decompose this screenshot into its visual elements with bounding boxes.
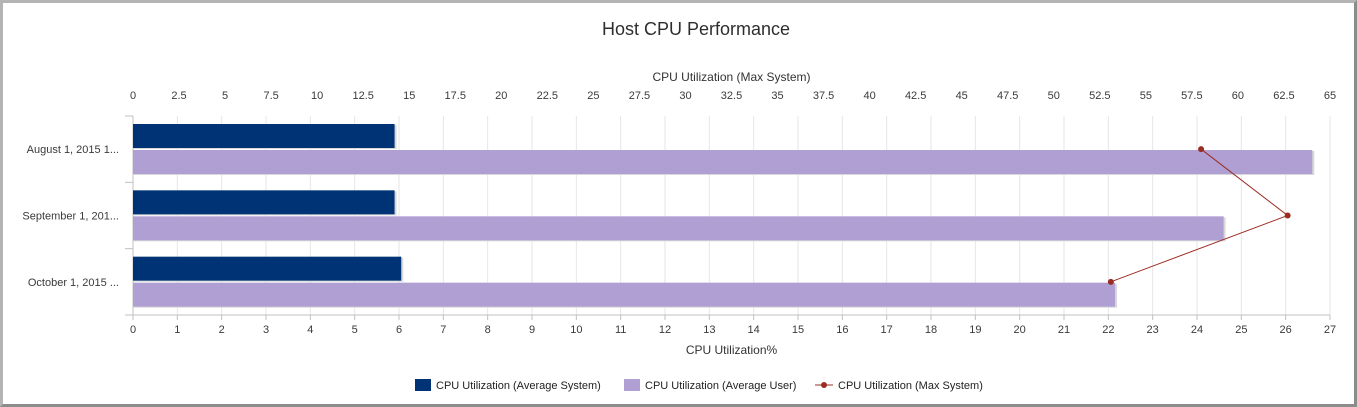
x-top-tick-label: 15 xyxy=(403,90,415,102)
x-top-tick-label: 37.5 xyxy=(813,90,834,102)
legend-swatch-avg-system xyxy=(415,379,431,391)
legend-marker-max-system xyxy=(821,382,827,388)
x-bottom-tick-label: 7 xyxy=(440,324,446,336)
category-label: September 1, 201... xyxy=(22,211,119,223)
x-top-tick-label: 40 xyxy=(863,90,875,102)
x-bottom-tick-label: 9 xyxy=(529,324,535,336)
x-bottom-tick-label: 25 xyxy=(1235,324,1247,336)
point-max-system xyxy=(1284,212,1291,219)
chart-title: Host CPU Performance xyxy=(602,19,790,39)
x-top-tick-label: 2.5 xyxy=(171,90,186,102)
x-top-tick-label: 10 xyxy=(311,90,323,102)
x-bottom-tick-label: 12 xyxy=(659,324,671,336)
x-top-tick-label: 30 xyxy=(679,90,691,102)
legend-label-avg-system: CPU Utilization (Average System) xyxy=(436,380,601,392)
x-bottom-tick-label: 18 xyxy=(925,324,937,336)
x-top-tick-label: 57.5 xyxy=(1181,90,1202,102)
x-top-tick-label: 20 xyxy=(495,90,507,102)
x-bottom-tick-label: 2 xyxy=(219,324,225,336)
bar-avg-system xyxy=(133,124,395,148)
x-top-tick-label: 0 xyxy=(130,90,136,102)
legend-label-max-system: CPU Utilization (Max System) xyxy=(838,380,983,392)
x-bottom-tick-label: 10 xyxy=(570,324,582,336)
x-bottom-tick-label: 4 xyxy=(307,324,313,336)
x-top-tick-label: 55 xyxy=(1140,90,1152,102)
x-bottom-tick-label: 1 xyxy=(174,324,180,336)
legend-swatch-avg-user xyxy=(624,379,640,391)
x-bottom-tick-label: 27 xyxy=(1324,324,1336,336)
x-bottom-tick-label: 26 xyxy=(1280,324,1292,336)
x-bottom-tick-label: 21 xyxy=(1058,324,1070,336)
bar-avg-user xyxy=(133,216,1224,241)
x-top-tick-label: 65 xyxy=(1324,90,1336,102)
x-bottom-tick-label: 13 xyxy=(703,324,715,336)
x-bottom-tick-label: 6 xyxy=(396,324,402,336)
x-top-tick-label: 17.5 xyxy=(445,90,466,102)
bar-avg-system xyxy=(133,256,402,281)
x-top-tick-label: 47.5 xyxy=(997,90,1018,102)
x-top-tick-label: 35 xyxy=(771,90,783,102)
x-bottom-tick-label: 19 xyxy=(969,324,981,336)
x-top-tick-label: 42.5 xyxy=(905,90,926,102)
category-label: October 1, 2015 ... xyxy=(28,277,119,289)
x-bottom-tick-label: 23 xyxy=(1147,324,1159,336)
x-bottom-tick-label: 17 xyxy=(881,324,893,336)
x-top-tick-label: 25 xyxy=(587,90,599,102)
x-top-tick-label: 52.5 xyxy=(1089,90,1110,102)
point-max-system xyxy=(1107,278,1114,285)
x-bottom-tick-label: 5 xyxy=(352,324,358,336)
x-top-tick-label: 7.5 xyxy=(263,90,278,102)
x-top-tick-label: 32.5 xyxy=(721,90,742,102)
x-top-tick-label: 22.5 xyxy=(537,90,558,102)
x-top-tick-label: 60 xyxy=(1232,90,1244,102)
x-bottom-tick-label: 8 xyxy=(485,324,491,336)
point-max-system xyxy=(1198,146,1205,153)
x-bottom-tick-label: 20 xyxy=(1014,324,1026,336)
x-top-tick-label: 12.5 xyxy=(352,90,373,102)
x-top-axis-title: CPU Utilization (Max System) xyxy=(652,70,810,84)
x-bottom-tick-label: 22 xyxy=(1102,324,1114,336)
x-bottom-tick-label: 14 xyxy=(748,324,760,336)
bar-avg-system xyxy=(133,190,395,215)
x-bottom-tick-label: 15 xyxy=(792,324,804,336)
x-top-tick-label: 45 xyxy=(956,90,968,102)
x-bottom-axis-title: CPU Utilization% xyxy=(686,343,778,357)
bar-avg-user xyxy=(133,282,1115,307)
bar-avg-user xyxy=(133,150,1313,174)
x-bottom-tick-label: 16 xyxy=(836,324,848,336)
x-bottom-tick-label: 3 xyxy=(263,324,269,336)
x-top-tick-label: 27.5 xyxy=(629,90,650,102)
x-bottom-tick-label: 0 xyxy=(130,324,136,336)
x-top-tick-label: 5 xyxy=(222,90,228,102)
legend-label-avg-user: CPU Utilization (Average User) xyxy=(645,380,796,392)
category-label: August 1, 2015 1... xyxy=(27,144,119,156)
x-bottom-tick-label: 24 xyxy=(1191,324,1203,336)
x-top-tick-label: 50 xyxy=(1048,90,1060,102)
x-top-tick-label: 62.5 xyxy=(1273,90,1294,102)
x-bottom-tick-label: 11 xyxy=(615,324,626,336)
